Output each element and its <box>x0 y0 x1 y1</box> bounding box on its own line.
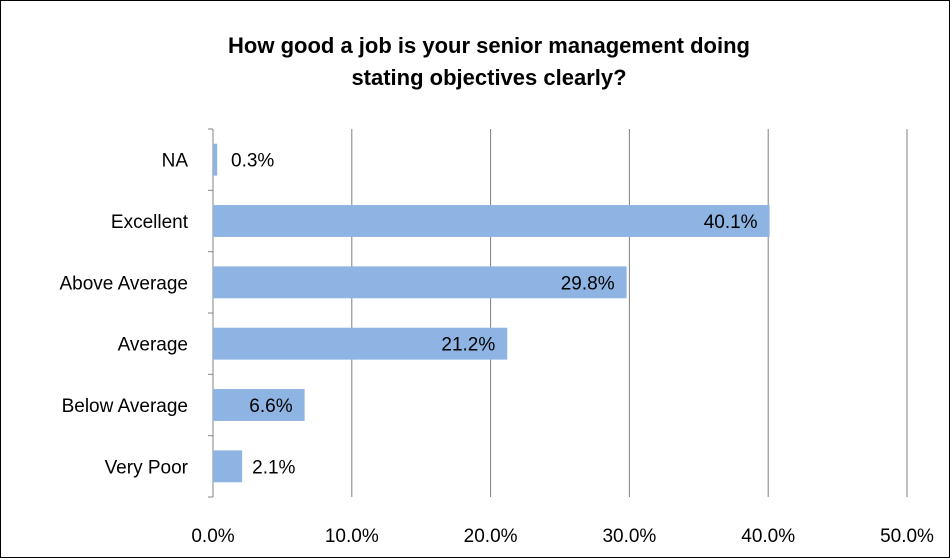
data-label: 21.2% <box>441 335 495 356</box>
gridlines <box>208 128 908 498</box>
data-label: 40.1% <box>704 212 758 233</box>
category-label: Above Average <box>59 273 188 294</box>
bar <box>213 450 243 483</box>
data-labels: 0.3% 40.1% 29.8% 21.2% 6.6% 2.1% <box>231 151 758 479</box>
bar <box>213 389 305 421</box>
category-label: NA <box>162 151 189 172</box>
bar <box>213 327 508 360</box>
category-label: Below Average <box>62 396 188 417</box>
x-tick-label: 0.0% <box>191 526 234 547</box>
chart-title-line-1: How good a job is your senior management… <box>228 33 750 58</box>
x-tick-labels: 0.0% 10.0% 20.0% 30.0% 40.0% 50.0% <box>191 526 934 547</box>
bar <box>213 143 218 176</box>
data-label: 0.3% <box>231 151 274 172</box>
bars <box>213 143 770 483</box>
category-label: Very Poor <box>105 457 189 478</box>
bar <box>213 266 627 299</box>
x-tick-label: 40.0% <box>741 526 795 547</box>
category-label: Excellent <box>111 212 189 233</box>
x-tick-label: 30.0% <box>602 526 656 547</box>
x-tick-label: 10.0% <box>325 526 379 547</box>
data-label: 29.8% <box>561 273 615 294</box>
category-label: Average <box>118 335 188 356</box>
x-tick-label: 50.0% <box>880 526 934 547</box>
bar <box>213 205 770 237</box>
data-label: 6.6% <box>249 396 292 417</box>
category-labels: NA Excellent Above Average Average Below Ave… <box>59 151 188 479</box>
x-tick-label: 20.0% <box>464 526 518 547</box>
chart-title-line-2: stating objectives clearly? <box>351 65 626 90</box>
data-label: 2.1% <box>252 457 295 478</box>
